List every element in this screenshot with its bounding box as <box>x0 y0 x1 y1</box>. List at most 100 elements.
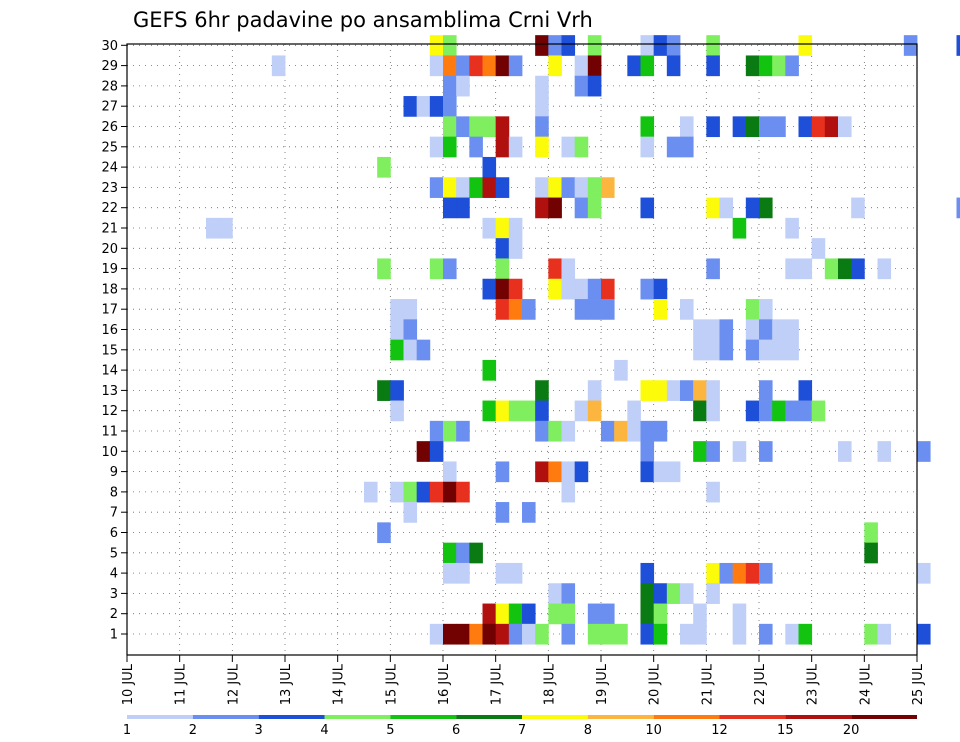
heatmap-cell <box>456 116 470 138</box>
heatmap-cell <box>377 156 391 178</box>
heatmap-cell <box>443 55 457 77</box>
heatmap-cell <box>693 623 707 645</box>
heatmap-cell <box>903 35 918 56</box>
heatmap-cell <box>482 217 497 239</box>
heatmap-cell <box>587 380 602 401</box>
y-axis: 1234567891011121314151617181920212223242… <box>101 39 127 643</box>
heatmap-cell <box>495 258 510 280</box>
y-tick-label: 29 <box>101 59 118 74</box>
y-tick-label: 17 <box>101 303 118 318</box>
heatmap-cell <box>482 116 497 138</box>
heatmap-cell <box>508 623 523 645</box>
x-tick-label: 14 JUL <box>332 663 347 705</box>
heatmap-cell <box>574 299 589 320</box>
heatmap-cell <box>772 400 786 422</box>
heatmap-cell <box>772 319 786 341</box>
heatmap-cell <box>390 481 404 503</box>
x-tick-label: 11 JUL <box>174 663 189 705</box>
heatmap-cell <box>403 299 418 320</box>
heatmap-cell <box>864 623 878 645</box>
heatmap-cell <box>745 299 760 320</box>
x-axis: 10 JUL 11 JUL 12 JUL 13 JUL 14 JUL 15 JUL 16 J… <box>121 655 926 705</box>
heatmap-cell <box>495 55 510 77</box>
y-tick-label: 8 <box>110 485 118 500</box>
heatmap-cell <box>745 562 760 584</box>
heatmap-cell <box>390 319 404 341</box>
heatmap-cell <box>456 562 470 584</box>
heatmap-cell <box>495 461 510 483</box>
heatmap-cell <box>851 258 865 280</box>
heatmap-cell <box>706 116 720 138</box>
heatmap-cell <box>956 35 960 56</box>
heatmap-cell <box>798 400 813 422</box>
x-tick-label: 12 JUL <box>226 663 241 705</box>
heatmap-cell <box>535 623 549 645</box>
heatmap-cell <box>811 116 826 138</box>
heatmap-cell <box>614 420 628 442</box>
colorbar-label: 2 <box>189 723 197 738</box>
heatmap-cell <box>851 197 865 219</box>
heatmap-cell <box>482 623 497 645</box>
heatmap-cell <box>785 217 799 239</box>
heatmap-cell <box>653 461 668 483</box>
heatmap-cell <box>680 299 694 320</box>
heatmap-cell <box>443 461 457 483</box>
heatmap-cell <box>653 35 668 56</box>
heatmap-cell <box>653 420 668 442</box>
heatmap-cell <box>561 420 576 442</box>
heatmap-cell <box>482 603 497 625</box>
heatmap-cell <box>561 35 576 56</box>
heatmap-cell <box>917 623 931 645</box>
heatmap-cell <box>798 380 813 401</box>
heatmap-cell <box>693 380 707 401</box>
heatmap-cell <box>548 177 562 198</box>
heatmap-cell <box>587 623 602 645</box>
colorbar-label: 1 <box>123 723 131 738</box>
x-tick-label: 21 JUL <box>700 663 715 705</box>
heatmap-cell <box>574 136 589 158</box>
colorbar-segment <box>258 715 325 719</box>
heatmap-cell <box>377 258 391 280</box>
heatmap-cell <box>548 278 562 300</box>
heatmap-cell <box>759 339 773 361</box>
heatmap-cell <box>508 562 523 584</box>
x-tick-label: 13 JUL <box>279 663 294 705</box>
heatmap-cell <box>574 177 589 198</box>
heatmap-cell <box>456 623 470 645</box>
heatmap-cell <box>522 299 536 320</box>
heatmap-cell <box>508 55 523 77</box>
heatmap-cell <box>759 441 773 462</box>
heatmap-cell <box>587 299 602 320</box>
heatmap-cell <box>798 623 813 645</box>
heatmap-cell <box>759 55 773 77</box>
heatmap-cell <box>495 400 510 422</box>
heatmap-cell <box>548 197 562 219</box>
heatmap-cell <box>785 319 799 341</box>
colorbar-segment <box>192 715 259 719</box>
colorbar-label: 8 <box>584 723 592 738</box>
y-tick-label: 1 <box>110 628 118 643</box>
colorbar-segment <box>851 715 917 719</box>
heatmap-cell <box>574 55 589 77</box>
heatmap-cell <box>785 339 799 361</box>
x-tick-label: 16 JUL <box>437 663 452 705</box>
x-tick-label: 18 JUL <box>542 663 557 705</box>
heatmap-cell <box>548 258 562 280</box>
heatmap-cell <box>495 299 510 320</box>
y-tick-label: 4 <box>110 567 118 582</box>
heatmap-cell <box>443 258 457 280</box>
heatmap-cell <box>627 400 641 422</box>
heatmap-cell <box>535 116 549 138</box>
heatmap-cell <box>693 339 707 361</box>
heatmap-cell <box>535 75 549 97</box>
heatmap-cell <box>508 400 523 422</box>
chart-title: GEFS 6hr padavine po ansamblima Crni Vrh <box>133 8 593 32</box>
y-tick-label: 20 <box>101 242 118 257</box>
heatmap-cell <box>838 441 852 462</box>
heatmap-cell <box>443 623 457 645</box>
heatmap-cell <box>403 319 418 341</box>
heatmap-cell <box>640 583 655 604</box>
heatmap-cell <box>561 583 576 604</box>
heatmap-cell <box>745 339 760 361</box>
heatmap-cell <box>495 116 510 138</box>
